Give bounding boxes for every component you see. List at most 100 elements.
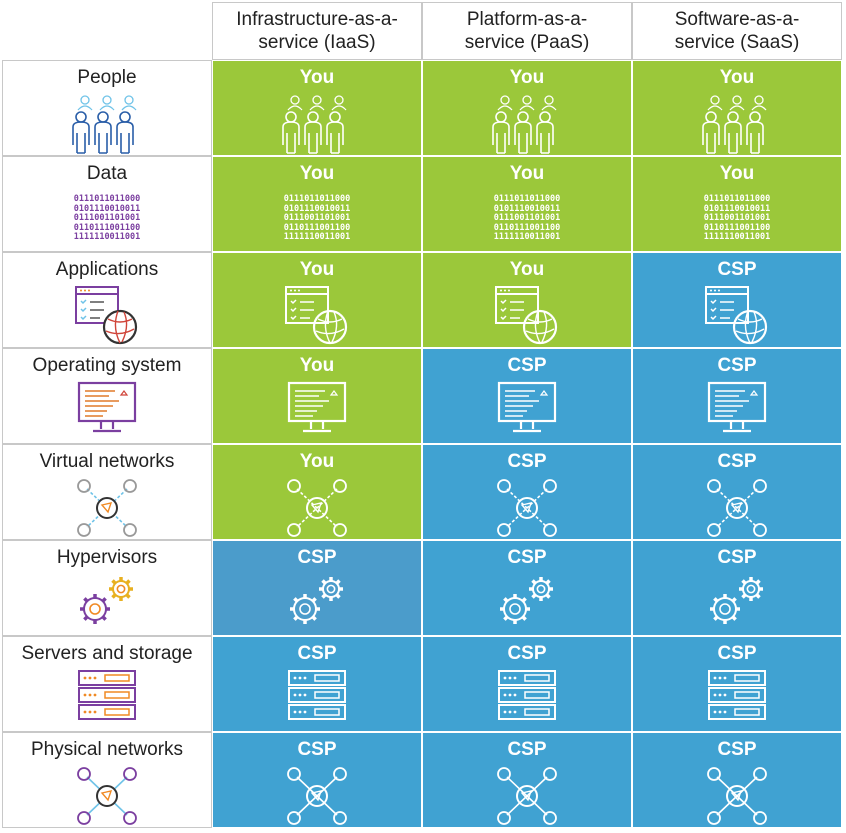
server-stack-icon xyxy=(497,669,557,729)
responsibility-cell: CSP xyxy=(632,540,842,636)
responsibility-cell: You xyxy=(212,60,422,156)
header-corner xyxy=(2,2,212,60)
responsibility-cell: CSP xyxy=(212,636,422,732)
virtual-network-icon xyxy=(75,477,139,545)
row-label-cell: People xyxy=(2,60,212,156)
network-icon xyxy=(495,765,559,833)
responsibility-value: CSP xyxy=(297,739,337,760)
row-label-cell: Data 0111011011000 0101110010011 0111001101… xyxy=(2,156,212,252)
responsibility-cell: CSP xyxy=(422,444,632,540)
column-header-line: service (IaaS) xyxy=(258,32,376,53)
responsibility-value: CSP xyxy=(507,451,547,472)
responsibility-value: You xyxy=(299,163,335,184)
binary-data-icon: 0111011011000 0101110010011 0111001101001 0… xyxy=(73,194,141,243)
binary-line: 1111110011001 xyxy=(703,232,771,242)
responsibility-cell: You 0111011011000 0101110010011 01110011010… xyxy=(212,156,422,252)
virtual-network-icon xyxy=(285,477,349,545)
responsibility-cell: CSP xyxy=(632,348,842,444)
server-stack-icon xyxy=(287,669,347,729)
responsibility-cell: CSP xyxy=(632,636,842,732)
responsibility-value: You xyxy=(299,67,335,88)
binary-line: 1111110011001 xyxy=(493,232,561,242)
responsibility-cell: CSP xyxy=(422,636,632,732)
responsibility-cell: You xyxy=(422,252,632,348)
binary-data-icon: 0111011011000 0101110010011 0111001101001 0… xyxy=(493,194,561,243)
row-label-cell: Applications xyxy=(2,252,212,348)
responsibility-cell: You xyxy=(212,348,422,444)
binary-line: 0110111001100 xyxy=(703,222,771,233)
people-icon xyxy=(277,93,357,161)
responsibility-value: CSP xyxy=(297,547,337,568)
column-header: Platform-as-a-service (PaaS) xyxy=(422,2,632,60)
gears-icon xyxy=(285,573,349,635)
row-label: Physical networks xyxy=(30,739,184,760)
row-label-cell: Hypervisors xyxy=(2,540,212,636)
responsibility-value: You xyxy=(509,67,545,88)
responsibility-value: You xyxy=(509,259,545,280)
responsibility-cell: You xyxy=(632,60,842,156)
binary-line: 0110111001100 xyxy=(73,222,141,233)
responsibility-cell: CSP xyxy=(212,540,422,636)
responsibility-value: CSP xyxy=(717,355,757,376)
row-label: People xyxy=(77,67,137,88)
responsibility-value: You xyxy=(299,259,335,280)
row-label-cell: Servers and storage xyxy=(2,636,212,732)
row-label-cell: Virtual networks xyxy=(2,444,212,540)
responsibility-value: CSP xyxy=(297,643,337,664)
network-icon xyxy=(75,765,139,833)
binary-line: 0110111001100 xyxy=(283,222,351,233)
row-label: Data xyxy=(86,163,128,184)
column-header-line: Software-as-a- xyxy=(674,9,800,30)
responsibility-value: CSP xyxy=(717,643,757,664)
binary-line: 0101110010011 xyxy=(703,203,771,214)
binary-line: 0101110010011 xyxy=(73,203,141,214)
responsibility-cell: CSP xyxy=(422,348,632,444)
responsibility-cell: CSP xyxy=(212,732,422,828)
application-globe-icon xyxy=(704,285,770,351)
column-header-line: service (PaaS) xyxy=(464,32,590,53)
responsibility-value: You xyxy=(299,451,335,472)
row-label: Virtual networks xyxy=(39,451,175,472)
server-stack-icon xyxy=(707,669,767,729)
binary-line: 0111011011000 xyxy=(283,194,351,204)
row-label-cell: Operating system xyxy=(2,348,212,444)
binary-line: 0101110010011 xyxy=(283,203,351,214)
column-header-line: service (SaaS) xyxy=(674,32,800,53)
binary-line: 0111011011000 xyxy=(73,194,141,204)
gears-icon xyxy=(495,573,559,635)
binary-line: 1111110011001 xyxy=(283,232,351,242)
monitor-icon xyxy=(287,381,347,443)
responsibility-cell: CSP xyxy=(422,540,632,636)
column-header-line: Platform-as-a- xyxy=(466,9,588,30)
virtual-network-icon xyxy=(495,477,559,545)
responsibility-cell: You 0111011011000 0101110010011 01110011010… xyxy=(632,156,842,252)
responsibility-value: CSP xyxy=(717,547,757,568)
responsibility-value: CSP xyxy=(717,259,757,280)
responsibility-cell: CSP xyxy=(632,444,842,540)
column-header: Infrastructure-as-a-service (IaaS) xyxy=(212,2,422,60)
binary-line: 0111001101001 xyxy=(703,213,771,223)
virtual-network-icon xyxy=(705,477,769,545)
row-label-cell: Physical networks xyxy=(2,732,212,828)
column-header-line: Infrastructure-as-a- xyxy=(236,9,398,30)
application-globe-icon xyxy=(284,285,350,351)
responsibility-value: CSP xyxy=(717,451,757,472)
responsibility-value: CSP xyxy=(717,739,757,760)
responsibility-cell: CSP xyxy=(632,732,842,828)
gears-icon xyxy=(705,573,769,635)
binary-line: 1111110011001 xyxy=(73,232,141,242)
column-header: Software-as-a-service (SaaS) xyxy=(632,2,842,60)
responsibility-cell: You xyxy=(212,252,422,348)
responsibility-value: CSP xyxy=(507,547,547,568)
binary-line: 0111001101001 xyxy=(493,213,561,223)
people-icon xyxy=(487,93,567,161)
row-label: Hypervisors xyxy=(56,547,158,568)
network-icon xyxy=(285,765,349,833)
server-stack-icon xyxy=(77,669,137,729)
responsibility-cell: You 0111011011000 0101110010011 01110011010… xyxy=(422,156,632,252)
responsibility-cell: CSP xyxy=(422,732,632,828)
application-globe-icon xyxy=(74,285,140,351)
row-label: Servers and storage xyxy=(21,643,193,664)
responsibility-value: You xyxy=(719,67,755,88)
